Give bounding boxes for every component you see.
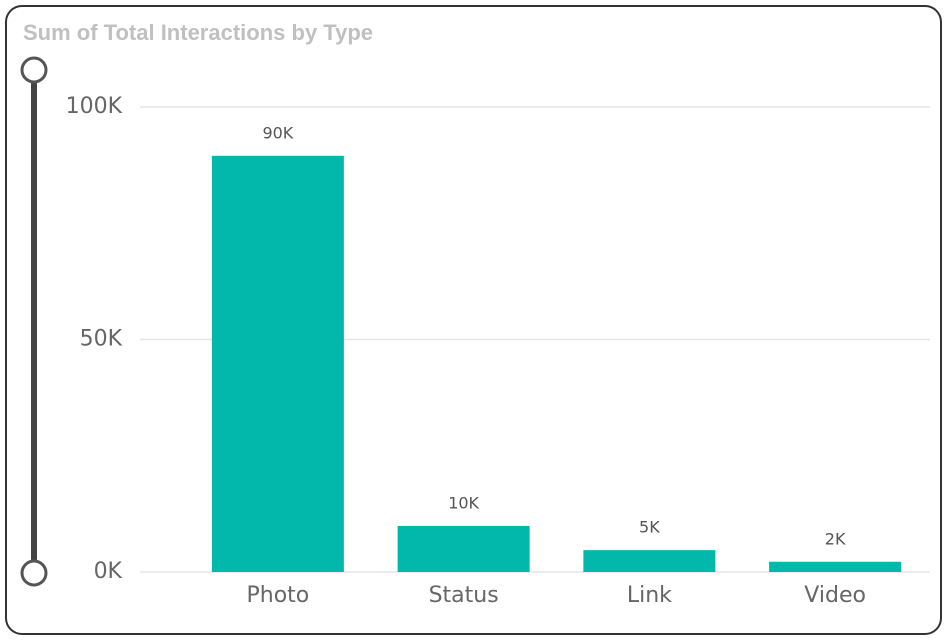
y-tick-label: 0K	[94, 559, 123, 584]
x-tick-label: Video	[804, 583, 866, 608]
y-tick-label: 100K	[66, 94, 123, 119]
data-label: 2K	[825, 529, 846, 548]
x-tick-label: Photo	[246, 583, 309, 608]
x-tick-label: Status	[429, 583, 499, 608]
data-label: 90K	[262, 123, 293, 142]
zoom-slider[interactable]	[20, 56, 48, 587]
x-tick-label: Link	[627, 583, 672, 608]
y-tick-label: 50K	[80, 327, 123, 352]
slider-handle[interactable]	[20, 56, 48, 84]
chart-title: Sum of Total Interactions by Type	[23, 20, 373, 45]
bar	[397, 525, 530, 572]
bar	[769, 561, 902, 572]
data-label: 5K	[639, 518, 660, 537]
slider-handle[interactable]	[20, 559, 48, 587]
data-label: 10K	[448, 493, 479, 512]
bar	[583, 550, 716, 572]
bar	[211, 155, 344, 572]
